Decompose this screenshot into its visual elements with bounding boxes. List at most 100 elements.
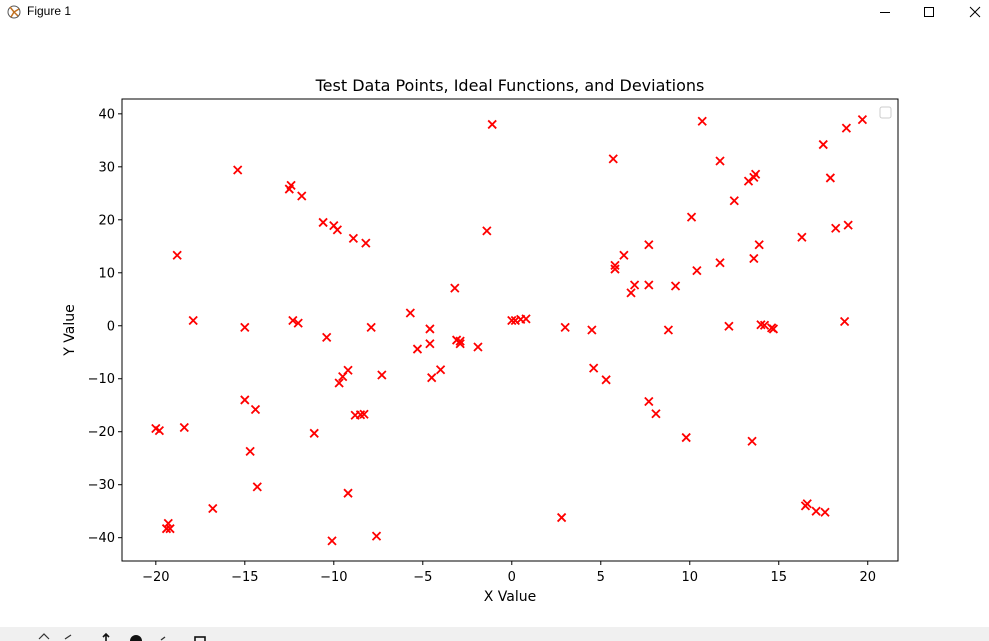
data-point — [371, 531, 382, 541]
data-point — [820, 507, 830, 517]
scatter-chart: Test Data Points, Ideal Functions, and D… — [62, 76, 899, 605]
maximize-button[interactable] — [906, 0, 952, 24]
data-point — [610, 264, 620, 274]
data-point — [750, 169, 761, 179]
data-point — [759, 320, 770, 330]
data-point — [686, 212, 697, 222]
data-point — [644, 240, 654, 250]
x-axis-label: X Value — [484, 589, 537, 605]
data-point — [521, 314, 531, 324]
data-point — [473, 342, 483, 352]
minimize-icon — [880, 12, 890, 13]
y-tick-label: 10 — [98, 266, 115, 281]
pan-icon[interactable] — [100, 630, 112, 641]
data-point — [343, 365, 353, 375]
data-point — [435, 365, 446, 375]
data-point — [507, 315, 517, 326]
data-point — [697, 116, 707, 126]
data-point — [715, 258, 725, 268]
data-point — [749, 253, 759, 264]
save-icon[interactable] — [194, 630, 206, 641]
y-axis-label: Y Value — [62, 304, 78, 356]
data-point — [487, 119, 497, 130]
maximize-icon — [924, 7, 934, 17]
data-point — [163, 518, 173, 529]
data-point — [252, 482, 262, 492]
chart-title: Test Data Points, Ideal Functions, and D… — [315, 76, 705, 95]
data-point — [743, 176, 754, 186]
data-point — [629, 280, 640, 290]
data-point — [309, 428, 319, 438]
x-tick-label: −10 — [320, 570, 347, 585]
data-point — [366, 322, 376, 332]
data-point — [343, 488, 353, 498]
y-tick-label: −30 — [88, 478, 115, 493]
data-point — [715, 156, 725, 166]
data-point — [250, 404, 261, 415]
matplotlib-icon — [7, 5, 21, 19]
x-tick-label: −15 — [231, 570, 258, 585]
data-point — [729, 196, 739, 206]
data-point — [425, 339, 435, 349]
home-icon[interactable] — [38, 630, 50, 641]
window-title: Figure 1 — [27, 4, 72, 18]
close-button[interactable] — [952, 0, 989, 24]
data-point — [811, 506, 821, 516]
data-point — [427, 373, 437, 383]
data-point — [681, 432, 691, 443]
data-point — [608, 154, 618, 164]
data-point — [286, 180, 296, 190]
data-point — [589, 363, 599, 373]
data-point — [560, 322, 570, 332]
data-point — [361, 238, 371, 248]
data-point — [327, 536, 337, 546]
back-icon[interactable] — [62, 630, 74, 641]
data-point — [818, 139, 828, 150]
data-point — [455, 336, 465, 346]
minimize-button[interactable] — [862, 0, 908, 24]
x-axis: −20 −15 −10 −5 0 5 10 15 20 — [142, 561, 876, 585]
zoom-icon[interactable] — [130, 630, 142, 641]
data-point — [619, 250, 629, 260]
data-point — [692, 266, 702, 276]
data-point — [293, 318, 303, 328]
y-tick-label: 30 — [98, 160, 115, 175]
data-point — [322, 332, 332, 343]
x-tick-label: 5 — [597, 570, 605, 585]
x-tick-label: 15 — [770, 570, 787, 585]
y-tick-label: −10 — [88, 372, 115, 387]
data-point — [233, 165, 243, 175]
data-point — [412, 344, 423, 354]
data-point — [768, 324, 779, 334]
data-point — [297, 191, 307, 201]
data-point — [288, 315, 298, 326]
data-point — [348, 233, 359, 243]
data-point — [161, 524, 172, 534]
data-point — [843, 220, 853, 230]
data-point — [754, 240, 764, 250]
data-point — [802, 499, 812, 509]
x-tick-label: 0 — [508, 570, 516, 585]
x-tick-label: −5 — [413, 570, 432, 585]
data-point — [482, 226, 492, 236]
x-tick-label: 20 — [859, 570, 876, 585]
data-point — [670, 281, 681, 291]
data-point — [334, 378, 344, 388]
data-point — [188, 315, 198, 326]
data-point — [841, 123, 852, 133]
data-point — [179, 422, 189, 433]
navigation-toolbar — [0, 627, 989, 641]
data-point — [556, 512, 567, 523]
data-point — [455, 339, 465, 349]
data-point — [359, 409, 369, 419]
legend-box — [879, 106, 892, 119]
data-point — [450, 283, 460, 293]
data-point — [208, 503, 218, 514]
data-point — [831, 223, 841, 233]
data-point — [165, 524, 175, 534]
y-tick-label: 0 — [107, 319, 115, 334]
y-tick-label: 20 — [98, 213, 115, 228]
data-point — [825, 173, 836, 183]
configure-icon[interactable] — [158, 630, 170, 641]
data-point — [626, 288, 636, 298]
